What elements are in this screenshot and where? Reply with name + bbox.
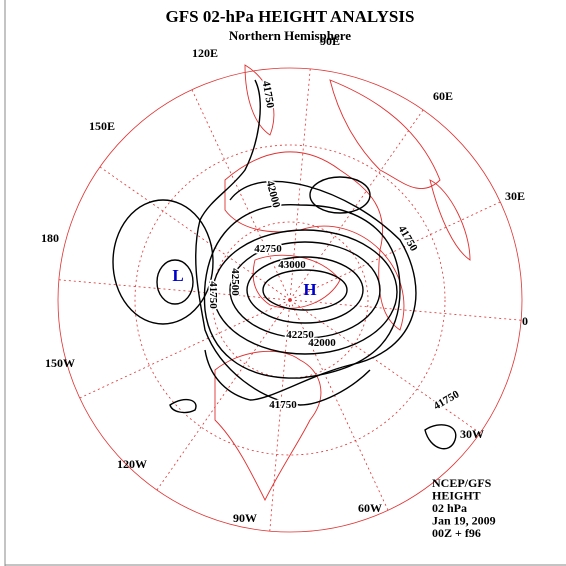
- longitude-label: 90E: [320, 34, 340, 48]
- contour-label: 42750: [254, 243, 282, 255]
- longitude-label: 30E: [505, 189, 525, 203]
- footer-line: 00Z + f96: [432, 526, 481, 540]
- meridian: [191, 89, 291, 301]
- meridian: [58, 279, 291, 301]
- pressure-center: L: [172, 266, 183, 285]
- pressure-center: H: [303, 280, 316, 299]
- longitude-label: 60E: [433, 89, 453, 103]
- contours: [112, 79, 457, 450]
- coastlines: [214, 64, 471, 502]
- meridian: [269, 299, 291, 532]
- meridian: [289, 201, 501, 301]
- longitude-label: 0: [522, 314, 528, 328]
- meridian: [289, 299, 481, 434]
- meridian: [79, 299, 291, 399]
- longitude-label: 150E: [89, 119, 115, 133]
- labels: 41750 42000 41750 42750 43000 42500 41750 42250…: [172, 78, 463, 414]
- footer-line: NCEP/GFS: [432, 476, 492, 490]
- meridian: [99, 166, 291, 301]
- longitude-label: 90W: [233, 511, 257, 525]
- footer-line: 02 hPa: [432, 501, 467, 515]
- contour-label: 43000: [278, 259, 306, 271]
- contour-label: 42000: [264, 179, 283, 209]
- meridian: [289, 299, 389, 511]
- longitude-label: 180: [41, 231, 59, 245]
- footer-line: Jan 19, 2009: [432, 514, 496, 528]
- longitude-label: 30W: [460, 427, 484, 441]
- longitude-label: 120W: [117, 457, 147, 471]
- title: GFS 02-hPa HEIGHT ANALYSIS: [166, 7, 415, 26]
- contour-label: 41750: [432, 388, 462, 412]
- contour-label: 41750: [269, 399, 297, 411]
- contour-label: 42500: [229, 268, 241, 296]
- contour-label: 41750: [260, 80, 277, 110]
- meridian: [289, 299, 522, 321]
- meridian: [289, 109, 424, 301]
- contour-label: 42000: [308, 337, 336, 349]
- longitude-label: 120E: [192, 46, 218, 60]
- subtitle: Northern Hemisphere: [229, 28, 351, 43]
- meridian: [156, 299, 291, 491]
- longitude-label: 60W: [358, 501, 382, 515]
- graticule: [57, 67, 523, 533]
- longitude-label: 150W: [45, 356, 75, 370]
- contour-label: 41750: [207, 281, 219, 309]
- footer-line: HEIGHT: [432, 489, 481, 503]
- contour-label: 42250: [286, 329, 314, 341]
